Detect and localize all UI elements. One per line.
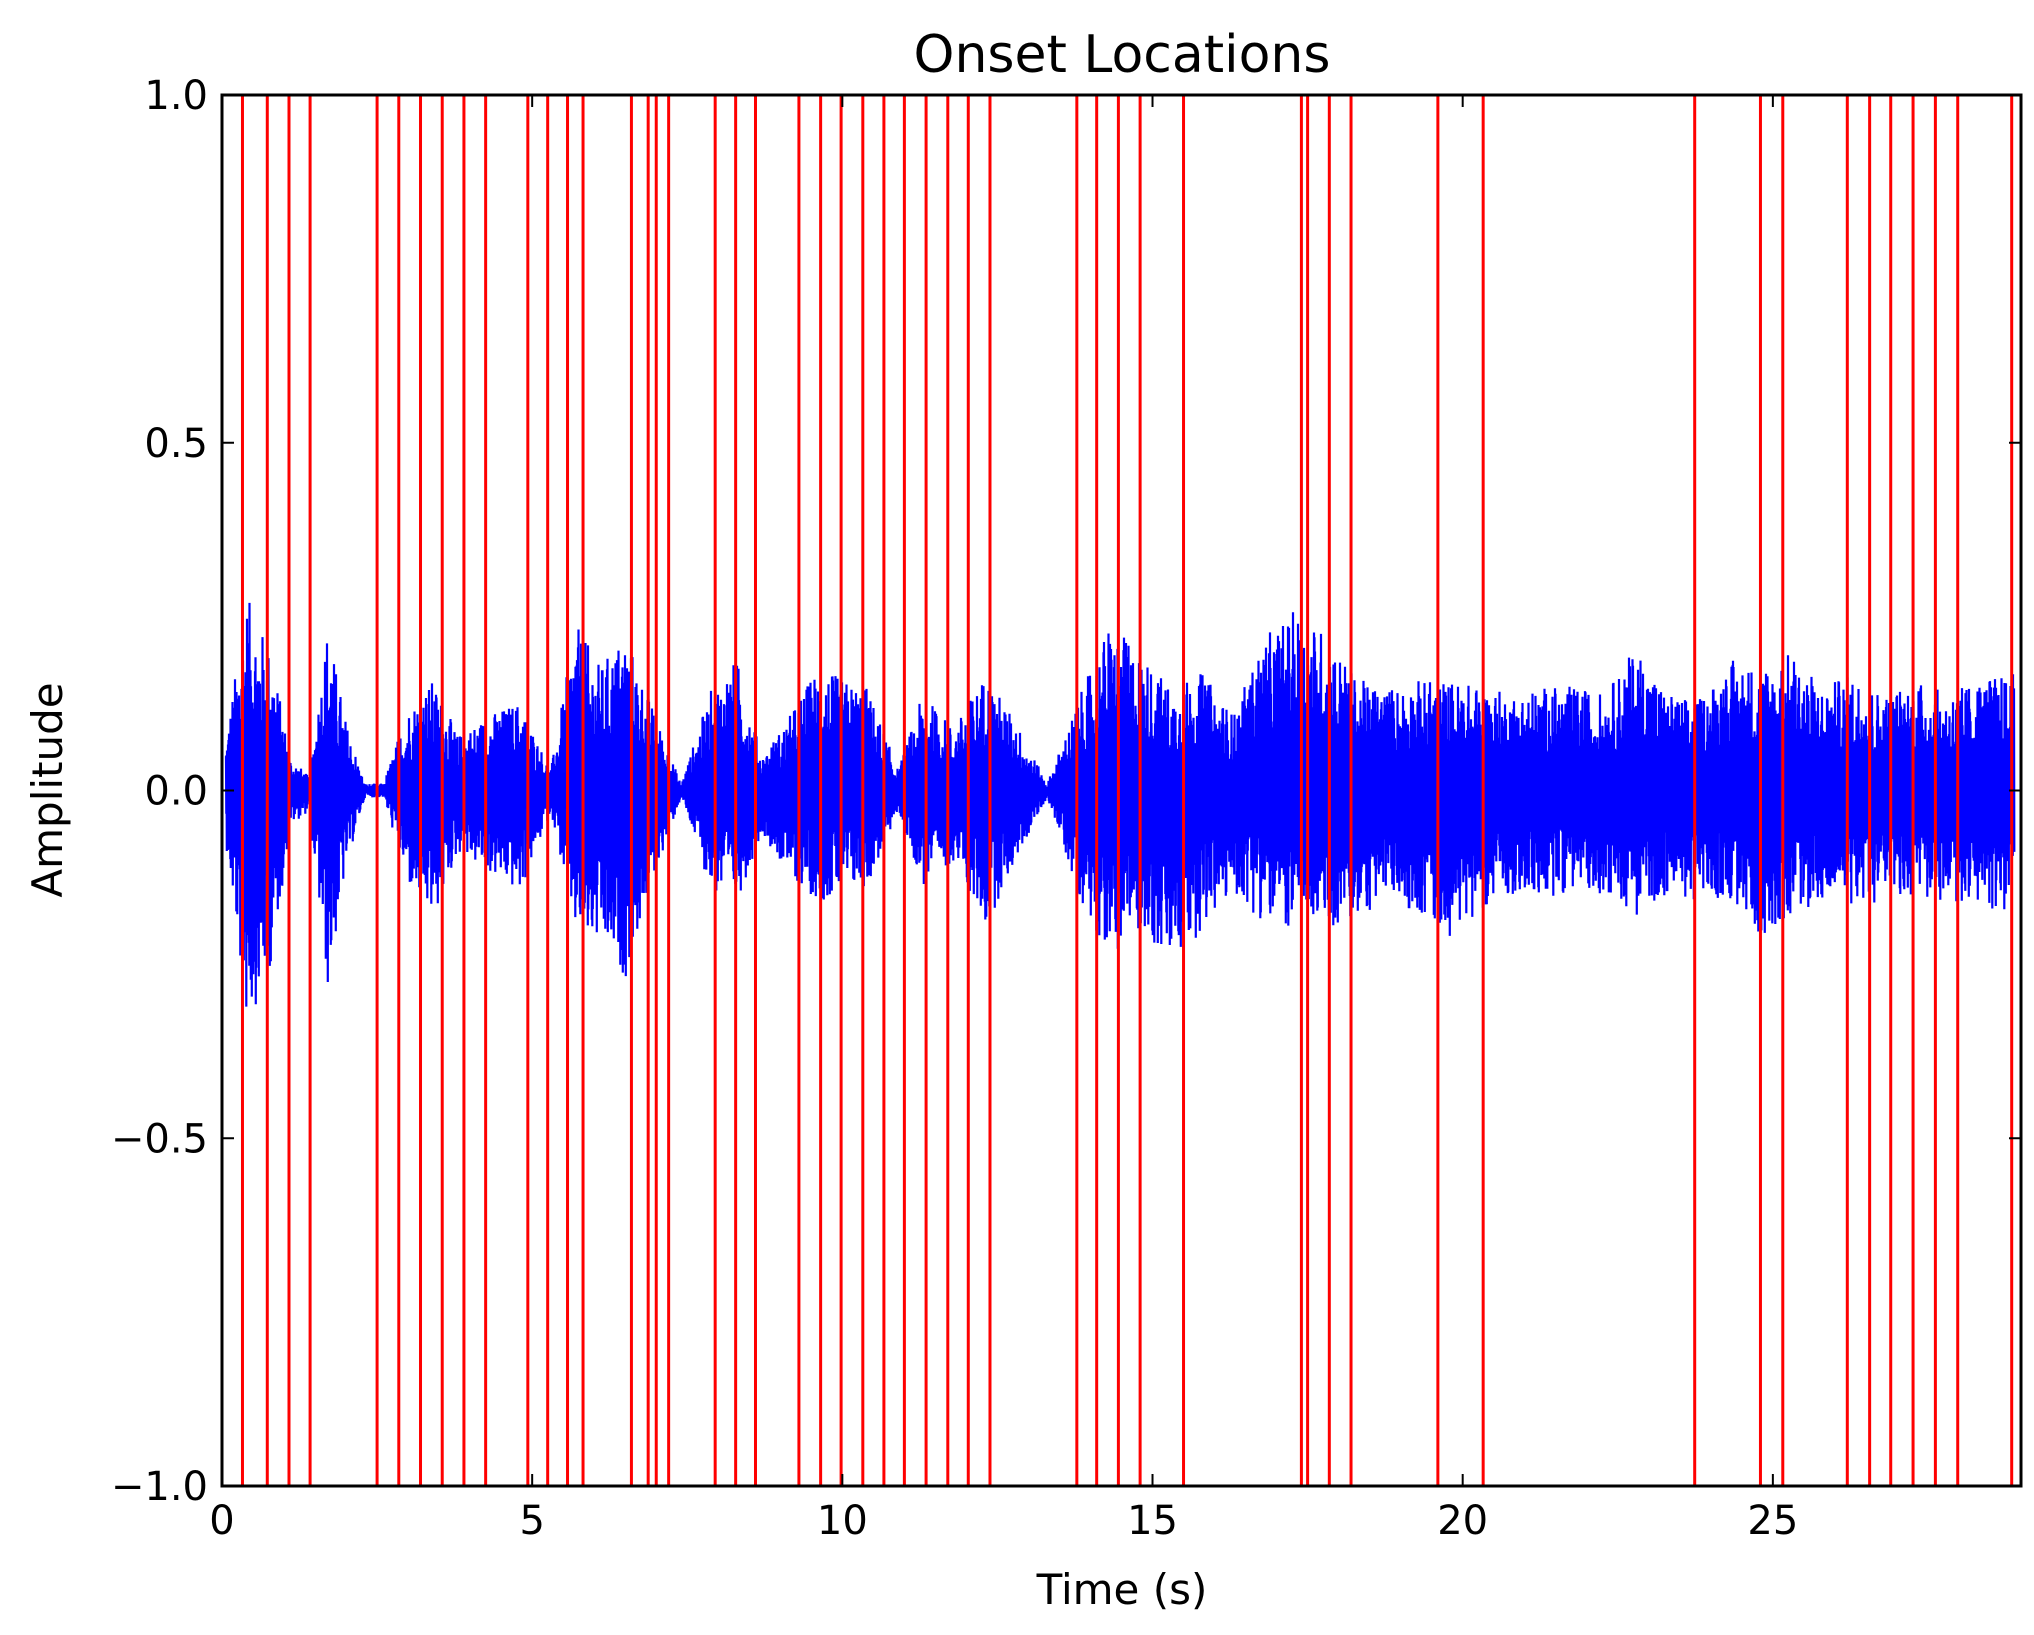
y-axis-label: Amplitude xyxy=(23,682,72,897)
y-tick-label: 1.0 xyxy=(144,73,208,119)
x-axis-label: Time (s) xyxy=(1036,1565,1208,1614)
x-tick-label: 0 xyxy=(209,1498,234,1544)
waveform-series xyxy=(224,602,2016,1007)
x-tick-label: 20 xyxy=(1437,1498,1488,1544)
x-axis-ticks: 0 5 10 15 20 25 xyxy=(209,95,1798,1544)
y-tick-label: 0.0 xyxy=(144,769,208,815)
y-tick-label: 0.5 xyxy=(144,421,208,467)
y-axis-ticks: 1.0 0.5 0.0 −0.5 −1.0 xyxy=(111,73,2021,1510)
x-tick-label: 5 xyxy=(519,1498,544,1544)
chart-title: Onset Locations xyxy=(914,25,1331,85)
y-tick-label: −0.5 xyxy=(111,1116,208,1162)
y-tick-label: −1.0 xyxy=(111,1464,208,1510)
waveform-line xyxy=(224,602,2016,1007)
onset-lines-series xyxy=(240,95,2014,1486)
x-tick-label: 25 xyxy=(1747,1498,1798,1544)
x-tick-label: 10 xyxy=(817,1498,868,1544)
x-tick-label: 15 xyxy=(1127,1498,1178,1544)
